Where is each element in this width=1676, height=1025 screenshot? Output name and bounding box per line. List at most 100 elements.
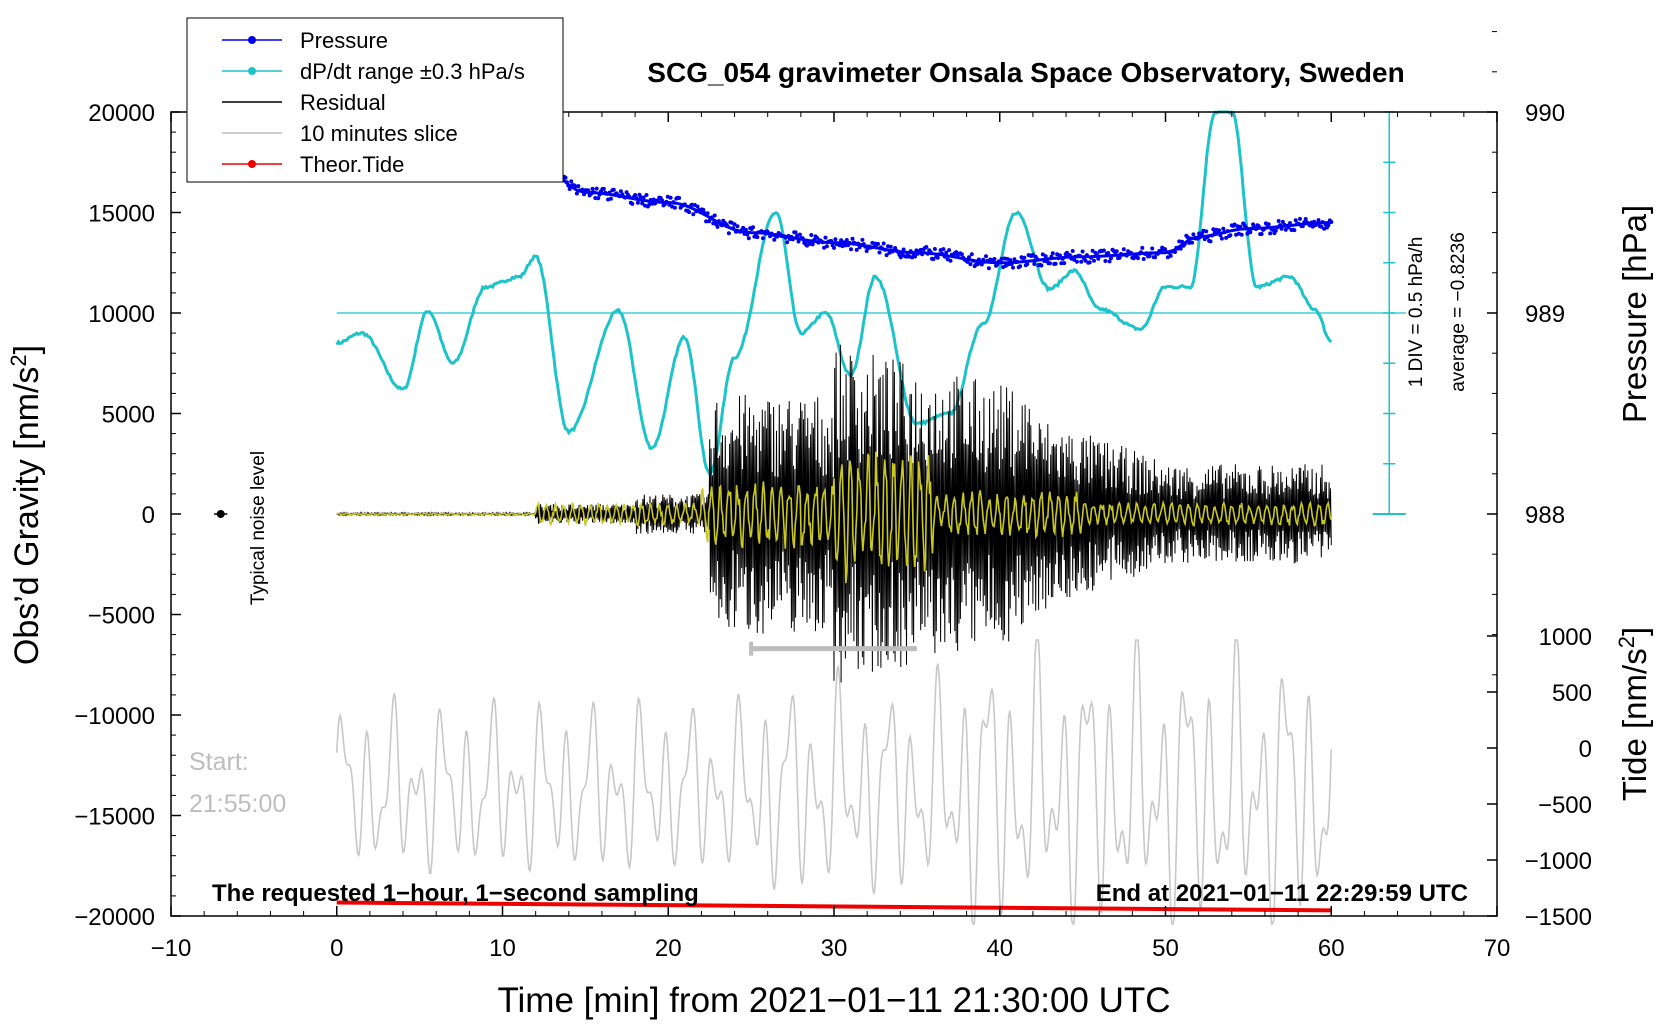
filtered-line bbox=[336, 451, 1333, 584]
y-axis-label-pressure: Pressure [hPa] bbox=[1616, 205, 1653, 423]
chart-title: SCG_054 gravimeter Onsala Space Observat… bbox=[647, 57, 1404, 88]
pressure-point bbox=[746, 236, 751, 241]
pressure-point bbox=[1053, 261, 1058, 266]
pressure-point bbox=[1150, 246, 1155, 251]
pressure-point bbox=[1080, 249, 1085, 254]
pressure-point bbox=[608, 196, 613, 201]
pressure-point bbox=[672, 205, 677, 210]
pressure-point bbox=[941, 247, 946, 252]
pressure-point bbox=[633, 193, 638, 197]
pressure-point bbox=[732, 222, 737, 227]
pressure-point bbox=[815, 235, 819, 240]
pressure-point bbox=[596, 196, 601, 201]
x-tick-label: 10 bbox=[489, 935, 516, 962]
y-axis-label-left-end: ] bbox=[8, 345, 46, 354]
pressure-point bbox=[913, 254, 917, 259]
pressure-point bbox=[796, 239, 801, 244]
pressure-point bbox=[1292, 228, 1297, 233]
start-time: 21:55:00 bbox=[189, 790, 286, 818]
pressure-point bbox=[1040, 252, 1045, 257]
pressure-point bbox=[854, 247, 859, 252]
pressure-point bbox=[601, 186, 606, 191]
pressure-point bbox=[594, 186, 599, 191]
pressure-point bbox=[1106, 251, 1111, 255]
pressure-point bbox=[1011, 265, 1015, 270]
y-tick-label: −15000 bbox=[74, 804, 155, 831]
pressure-point bbox=[1074, 259, 1079, 264]
pressure-point bbox=[1168, 253, 1173, 258]
pressure-point bbox=[1219, 236, 1224, 241]
pressure-tick-label: 988 bbox=[1525, 502, 1565, 529]
pressure-point bbox=[1107, 259, 1112, 264]
y-axis-label-tide-end: ] bbox=[1616, 627, 1653, 636]
x-tick-label: 20 bbox=[655, 935, 682, 962]
pressure-point bbox=[726, 231, 731, 236]
dpdt-average-text: average = −0.8236 bbox=[1448, 232, 1469, 392]
y-axis-label-left-text: Obs’d Gravity [nm/s bbox=[8, 367, 46, 666]
pressure-point bbox=[640, 201, 645, 206]
x-tick-label: 30 bbox=[821, 935, 848, 962]
pressure-point bbox=[1204, 229, 1209, 234]
pressure-point bbox=[1319, 224, 1324, 229]
x-tick-label: −10 bbox=[151, 935, 192, 962]
pressure-point bbox=[850, 236, 855, 241]
pressure-point bbox=[1062, 261, 1067, 266]
pressure-point bbox=[1103, 259, 1108, 263]
pressure-point bbox=[1039, 263, 1044, 268]
pressure-point bbox=[1251, 222, 1256, 227]
pressure-point bbox=[1047, 261, 1052, 266]
pressure-point bbox=[1298, 216, 1302, 221]
pressure-point bbox=[924, 245, 929, 249]
pressure-point bbox=[1208, 239, 1213, 244]
pressure-point bbox=[1141, 257, 1146, 261]
pressure-point bbox=[888, 244, 893, 249]
pressure-point bbox=[1022, 255, 1027, 260]
pressure-point bbox=[1293, 218, 1298, 223]
dpdt-scale-text: 1 DIV = 0.5 hPa/h bbox=[1406, 237, 1427, 388]
pressure-point bbox=[563, 175, 568, 180]
x-tick-label: 0 bbox=[330, 935, 343, 962]
pressure-point bbox=[1232, 222, 1237, 227]
pressure-point bbox=[715, 224, 720, 229]
pressure-point bbox=[979, 262, 984, 267]
x-axis-label: Time [min] from 2021−01−11 21:30:00 UTC bbox=[497, 981, 1170, 1020]
pressure-point bbox=[618, 189, 623, 194]
legend-swatch-marker bbox=[248, 36, 256, 44]
axis-ticks: −10 0 10 20 30 40 50 60 7020000150001000050000−5… bbox=[74, 31, 1592, 962]
y-tick-label: 0 bbox=[142, 502, 155, 529]
pressure-point bbox=[1316, 218, 1321, 223]
pressure-point bbox=[881, 241, 886, 246]
pressure-point bbox=[1032, 262, 1037, 266]
pressure-point bbox=[1276, 219, 1281, 223]
pressure-point bbox=[931, 257, 936, 262]
pressure-point bbox=[797, 232, 802, 237]
y-tick-label: 10000 bbox=[88, 301, 155, 328]
pressure-point bbox=[1136, 256, 1140, 261]
dpdt-series bbox=[335, 110, 1333, 477]
pressure-point bbox=[755, 235, 760, 240]
pressure-point bbox=[751, 225, 755, 230]
pressure-point bbox=[1202, 237, 1207, 242]
pressure-point bbox=[1153, 255, 1158, 260]
pressure-point bbox=[1266, 222, 1271, 227]
pressure-point bbox=[959, 252, 964, 257]
pressure-point bbox=[968, 262, 973, 267]
pressure-point bbox=[876, 241, 880, 246]
tide-tick-label: −1500 bbox=[1525, 904, 1592, 931]
slice-series bbox=[336, 639, 1333, 925]
filtered-series bbox=[336, 451, 1333, 584]
pressure-point bbox=[1079, 259, 1084, 264]
dpdt-line bbox=[335, 110, 1333, 477]
pressure-point bbox=[630, 201, 635, 206]
legend-label: Theor.Tide bbox=[300, 152, 404, 177]
y-axis-label-left-sup: 2 bbox=[6, 354, 31, 366]
pressure-point bbox=[1059, 261, 1064, 266]
pressure-point bbox=[986, 266, 991, 271]
pressure-point bbox=[1303, 217, 1308, 221]
y-axis-label-tide-text: Tide [nm/s bbox=[1616, 648, 1653, 801]
start-label: Start: bbox=[189, 748, 249, 776]
pressure-point bbox=[824, 244, 829, 249]
pressure-point bbox=[832, 245, 836, 250]
pressure-point bbox=[1050, 251, 1055, 256]
